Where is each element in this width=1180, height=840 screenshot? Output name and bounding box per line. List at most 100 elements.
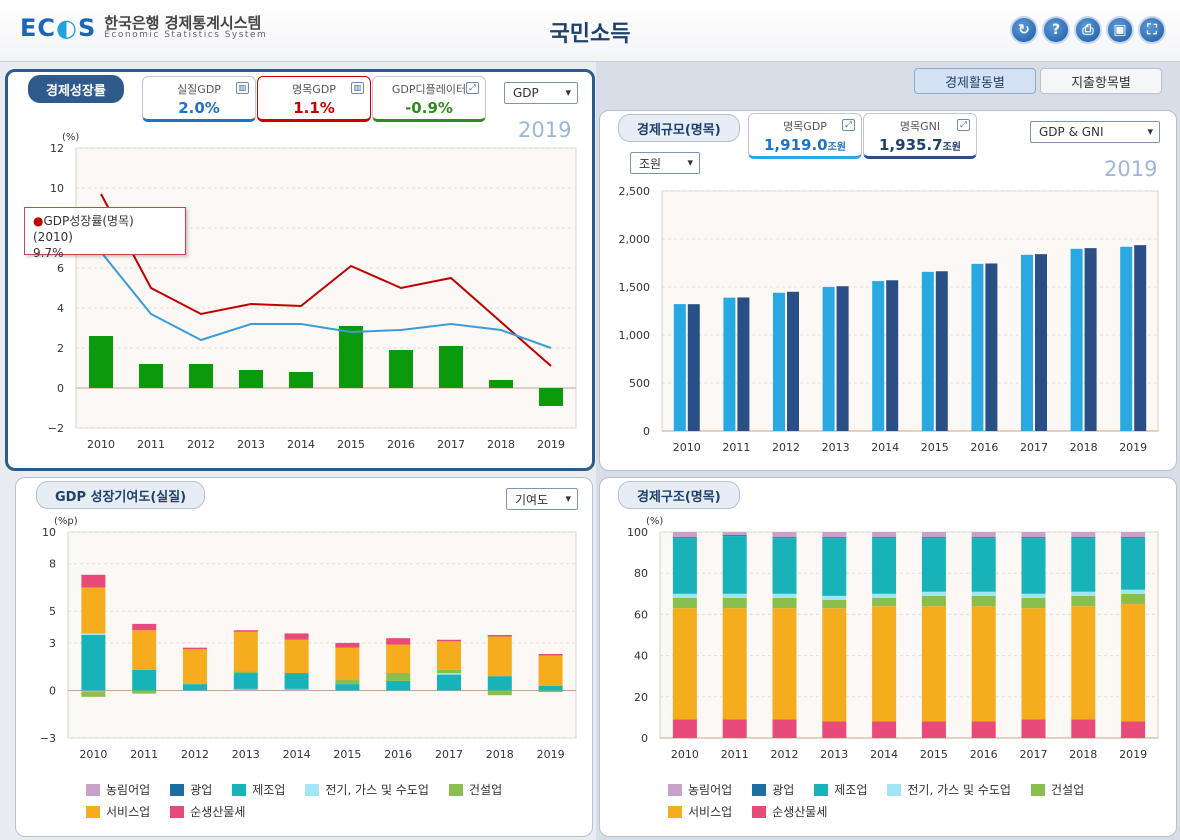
legend-item[interactable]: 서비스업: [668, 803, 732, 820]
stacked-segment: [284, 688, 309, 691]
stacked-segment: [772, 537, 797, 539]
legend-item[interactable]: 제조업: [814, 781, 867, 798]
legend-item[interactable]: 농림어업: [668, 781, 732, 798]
y-tick-label: 0: [643, 425, 650, 438]
gni-bar: [985, 263, 998, 431]
stacked-segment: [772, 719, 797, 738]
x-tick-label: 2014: [287, 438, 315, 451]
stacked-segment: [971, 591, 996, 596]
stacked-segment: [81, 635, 106, 691]
stacked-segment: [233, 630, 258, 632]
legend-item[interactable]: 전기, 가스 및 수도업: [887, 781, 1011, 798]
expand-icon[interactable]: ⤢: [466, 82, 479, 94]
bar-chart-icon[interactable]: ▥: [351, 82, 364, 94]
legend-item[interactable]: 순생산물세: [170, 803, 245, 820]
stacked-segment: [81, 692, 106, 697]
app-header: EC◐S 한국은행 경제통계시스템 Economic Statistics Sy…: [0, 0, 1180, 62]
x-tick-label: 2011: [130, 748, 158, 761]
x-tick-label: 2012: [181, 748, 209, 761]
stacked-segment: [971, 532, 996, 538]
scale-select[interactable]: GDP & GNI ▾: [1030, 121, 1160, 143]
gdp-bar: [921, 271, 934, 431]
stacked-segment: [1021, 538, 1046, 594]
stacked-segment: [971, 537, 996, 539]
x-tick-label: 2010: [671, 748, 699, 761]
stacked-segment: [1021, 537, 1046, 539]
stacked-segment: [183, 647, 207, 650]
kpi-nominal-gdp-size[interactable]: 명목GDP 1,919.0조원 ⤢: [748, 113, 862, 159]
stacked-segment: [81, 587, 106, 634]
gdp-bar: [723, 297, 736, 431]
stacked-segment: [722, 719, 747, 738]
contrib-select[interactable]: 기여도 ▾: [506, 488, 578, 510]
stacked-segment: [487, 690, 512, 696]
stacked-segment: [921, 595, 946, 607]
tab-economic-activity[interactable]: 경제활동별: [914, 68, 1036, 94]
bar-chart-icon[interactable]: ▥: [236, 82, 249, 94]
x-tick-label: 2011: [721, 748, 749, 761]
legend-row: 서비스업 순생산물세: [668, 803, 1084, 820]
legend-item[interactable]: 건설업: [1030, 781, 1084, 798]
stacked-segment: [1021, 597, 1046, 609]
stacked-segment: [1071, 595, 1096, 607]
stacked-segment: [822, 595, 847, 600]
chevron-down-icon: ▾: [687, 156, 693, 169]
expand-icon[interactable]: ⤢: [842, 119, 855, 131]
legend-row: 서비스업 순생산물세: [86, 803, 502, 820]
legend-item[interactable]: 전기, 가스 및 수도업: [305, 781, 429, 798]
y-tick-label: 100: [627, 526, 648, 539]
x-tick-label: 2014: [283, 748, 311, 761]
unit-select[interactable]: 조원 ▾: [630, 152, 700, 174]
legend-item[interactable]: 건설업: [448, 781, 503, 798]
gni-bar: [1035, 254, 1047, 431]
legend-item[interactable]: 제조업: [232, 781, 285, 798]
contrib-panel-title: GDP 성장기여도(실질): [36, 481, 206, 509]
gdp-bar: [1120, 246, 1133, 431]
stacked-segment: [672, 608, 697, 720]
stacked-segment: [772, 597, 797, 609]
series-dot-icon: ●: [33, 214, 44, 228]
legend-item[interactable]: 광업: [752, 781, 794, 798]
stacked-segment: [722, 536, 747, 594]
stacked-segment: [386, 644, 411, 674]
stacked-segment: [822, 608, 847, 722]
save-icon[interactable]: ▣: [1106, 16, 1134, 44]
kpi-nominal-gni-size[interactable]: 명목GNI 1,935.7조원 ⤢: [863, 113, 977, 159]
expand-icon[interactable]: ⤢: [957, 119, 970, 131]
legend-label: 건설업: [468, 783, 503, 797]
kpi-gdp-deflator[interactable]: GDP디플레이터 -0.9% ⤢: [372, 76, 486, 122]
stacked-segment: [1121, 721, 1146, 738]
fullscreen-icon[interactable]: ⛶: [1138, 16, 1166, 44]
y-unit-label: (%p): [54, 516, 78, 527]
help-icon[interactable]: ?: [1042, 16, 1070, 44]
stacked-segment: [872, 597, 897, 607]
gni-bar: [1134, 245, 1147, 431]
ecos-logo[interactable]: EC◐S 한국은행 경제통계시스템 Economic Statistics Sy…: [20, 14, 267, 42]
x-tick-label: 2012: [771, 748, 799, 761]
y-tick-label: 3: [49, 637, 56, 650]
growth-bar: [89, 336, 113, 388]
growth-select[interactable]: GDP ▾: [504, 82, 578, 104]
kpi-real-gdp[interactable]: 실질GDP 2.0% ▥: [142, 76, 256, 122]
y-tick-label: 1,500: [619, 281, 651, 294]
legend-item[interactable]: 서비스업: [86, 803, 150, 820]
contrib-panel: GDP 성장기여도(실질) 기여도 ▾ −3 0 3 5 8 10 (%p) 2010 2011 2…: [15, 477, 593, 837]
page-title: 국민소득: [549, 22, 631, 47]
x-tick-label: 2019: [537, 748, 565, 761]
growth-bar: [189, 364, 213, 388]
tab-expenditure[interactable]: 지출항목별: [1040, 68, 1162, 94]
legend-label: 서비스업: [688, 805, 733, 819]
stacked-segment: [722, 608, 747, 720]
gni-bar: [737, 297, 750, 431]
y-tick-label: 80: [634, 567, 648, 580]
legend-item[interactable]: 광업: [170, 781, 212, 798]
refresh-icon[interactable]: ↻: [1010, 16, 1038, 44]
growth-bar: [489, 380, 513, 388]
legend-item[interactable]: 농림어업: [86, 781, 150, 798]
kpi-nominal-gdp[interactable]: 명목GDP 1.1% ▥: [257, 76, 371, 122]
print-icon[interactable]: ⎙: [1074, 16, 1102, 44]
stacked-segment: [335, 679, 360, 685]
gdp-bar: [1070, 248, 1083, 431]
legend-item[interactable]: 순생산물세: [752, 803, 827, 820]
